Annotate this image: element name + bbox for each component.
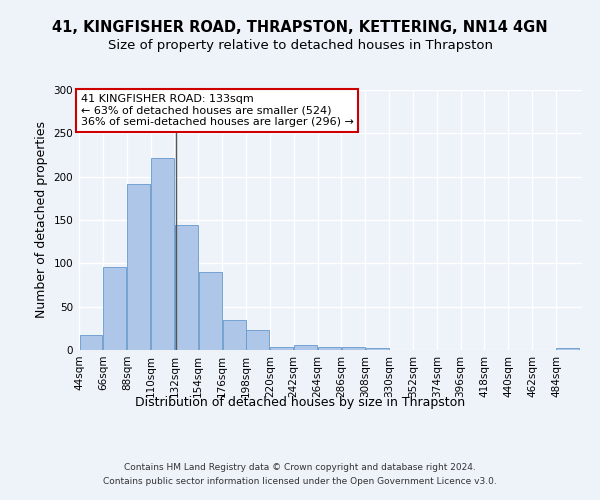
Bar <box>199 272 222 350</box>
Bar <box>175 225 198 350</box>
Text: Size of property relative to detached houses in Thrapston: Size of property relative to detached ho… <box>107 38 493 52</box>
Y-axis label: Number of detached properties: Number of detached properties <box>35 122 48 318</box>
Bar <box>270 346 293 350</box>
Bar <box>342 348 365 350</box>
Bar <box>80 336 103 350</box>
Text: 41, KINGFISHER ROAD, THRAPSTON, KETTERING, NN14 4GN: 41, KINGFISHER ROAD, THRAPSTON, KETTERIN… <box>52 20 548 35</box>
Bar <box>127 184 150 350</box>
Text: Contains HM Land Registry data © Crown copyright and database right 2024.: Contains HM Land Registry data © Crown c… <box>124 463 476 472</box>
Bar <box>318 346 341 350</box>
Bar <box>247 330 269 350</box>
Bar <box>365 348 389 350</box>
Bar <box>294 345 317 350</box>
Bar <box>103 267 127 350</box>
Bar <box>151 158 174 350</box>
Bar <box>556 348 580 350</box>
Bar <box>223 320 245 350</box>
Text: Distribution of detached houses by size in Thrapston: Distribution of detached houses by size … <box>135 396 465 409</box>
Text: 41 KINGFISHER ROAD: 133sqm
← 63% of detached houses are smaller (524)
36% of sem: 41 KINGFISHER ROAD: 133sqm ← 63% of deta… <box>80 94 353 127</box>
Text: Contains public sector information licensed under the Open Government Licence v3: Contains public sector information licen… <box>103 476 497 486</box>
